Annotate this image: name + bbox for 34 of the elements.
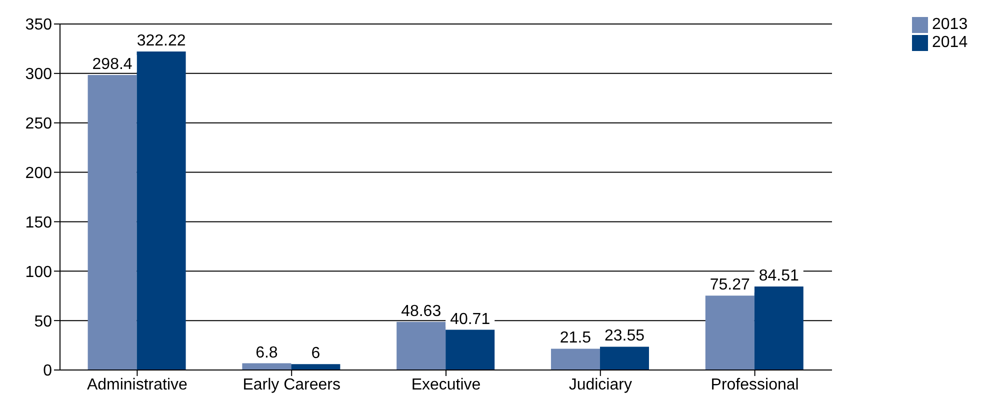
y-tick-label: 150	[25, 214, 52, 232]
y-tick-label: 300	[25, 66, 52, 84]
x-tick-label: Administrative	[86, 376, 188, 394]
data-label: 84.51	[758, 267, 800, 284]
data-label: 6.8	[256, 344, 278, 362]
x-tick-label: Early Careers	[242, 376, 341, 394]
bar	[550, 348, 600, 370]
data-label: 40.71	[450, 310, 490, 328]
bar	[446, 330, 495, 370]
bar	[396, 322, 446, 370]
data-label: 48.63	[401, 302, 442, 320]
x-tick-label: Executive	[411, 376, 481, 394]
y-tick-label: 250	[25, 116, 52, 133]
y-tick-label: 100	[25, 264, 52, 281]
data-label: 6	[311, 345, 320, 362]
y-tick-label: 50	[34, 313, 52, 330]
x-tick-label: Professional	[710, 376, 799, 394]
bar	[600, 346, 649, 370]
bar	[754, 286, 804, 370]
x-tick-label: Judiciary	[568, 376, 632, 394]
y-tick-label: 0	[43, 362, 52, 380]
data-label: 298.4	[92, 56, 132, 74]
bar	[88, 75, 137, 370]
bar	[705, 296, 754, 370]
data-label: 322.22	[136, 32, 186, 50]
y-tick-label: 350	[25, 16, 52, 34]
data-label: 23.55	[604, 328, 645, 345]
bar	[291, 364, 340, 370]
data-label: 21.5	[560, 330, 592, 347]
y-tick-label: 200	[25, 164, 52, 182]
legend-label: 2013	[932, 16, 968, 33]
legend-label: 2014	[932, 34, 968, 51]
bar	[136, 51, 186, 370]
data-label: 75.27	[710, 276, 750, 294]
